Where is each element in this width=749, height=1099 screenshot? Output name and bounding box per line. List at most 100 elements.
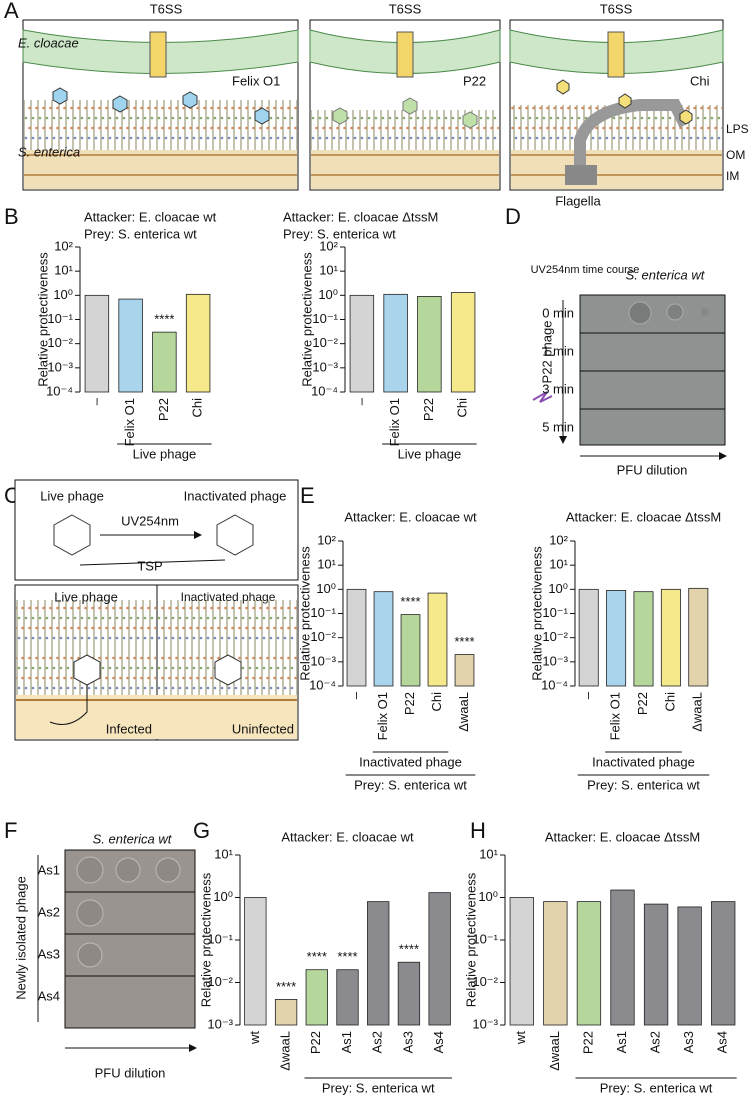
x-tick-label: Chi [429, 692, 444, 712]
y-axis-label: Relative protectiveness [35, 252, 50, 387]
x-tick-label: – [353, 397, 368, 405]
x-tick-label: Felix O1 [608, 692, 623, 740]
x-tick-label: – [580, 691, 595, 699]
y-axis-label: Relative protectiveness [297, 546, 312, 681]
bar [454, 654, 475, 687]
system-label: T6SS [389, 1, 422, 16]
significance: **** [276, 979, 296, 994]
bar [373, 591, 394, 687]
axis-label: PFU dilution [95, 1065, 166, 1080]
x-tick-label: As1 [614, 1031, 629, 1053]
chart-title: Attacker: E. cloacae ΔtssM [545, 829, 700, 844]
y-tick-label: 10² [317, 532, 336, 547]
strain-label: S. enterica wt [626, 267, 706, 282]
bar [543, 901, 568, 1026]
group-label: Live phage [133, 446, 197, 461]
group-label: Inactivated phage [359, 754, 462, 769]
bar [606, 590, 627, 687]
y-tick-label: 10⁰ [548, 581, 568, 596]
c-label: Inactivated phage [184, 488, 287, 503]
panel-label: E [300, 483, 315, 508]
panel-f-plate [37, 849, 197, 1052]
y-axis-label: Relative protectiveness [529, 546, 544, 681]
c-label: Uninfected [232, 721, 294, 736]
x-tick-label: As3 [400, 1031, 415, 1053]
bar [576, 901, 602, 1026]
chart-title: Attacker: E. cloacae wt [281, 829, 414, 844]
x-tick-label: As2 [648, 1031, 663, 1053]
phage-label: As4 [38, 988, 60, 1003]
panel-a-diagram [22, 19, 724, 191]
x-tick-label: – [88, 397, 103, 405]
panel-label: A [4, 0, 19, 23]
significance: **** [307, 949, 327, 964]
footer-label: Prey: S. enterica wt [587, 777, 700, 792]
bar [643, 903, 669, 1026]
x-tick-label: – [348, 691, 363, 699]
y-tick-label: 10⁻⁴ [309, 677, 336, 692]
group-label: Newly isolated phage [13, 876, 28, 1000]
bar [677, 906, 702, 1026]
x-tick-label: P22 [308, 1031, 323, 1054]
chart-title: Attacker: E. cloacae wt [84, 209, 217, 224]
y-tick-label: 10¹ [317, 557, 336, 572]
significance: **** [400, 594, 420, 609]
x-tick-label: P22 [156, 398, 171, 421]
y-tick-label: 10⁰ [213, 889, 233, 904]
significance: **** [399, 942, 419, 957]
time-label: 0 min [542, 305, 574, 320]
x-tick-label: Felix O1 [375, 692, 390, 740]
y-tick-label: 10² [319, 238, 338, 253]
x-tick-label: Felix O1 [387, 398, 402, 446]
x-tick-label: P22 [402, 692, 417, 715]
system-label: T6SS [600, 1, 633, 16]
y-tick-label: 10⁻² [207, 974, 233, 989]
bar [152, 331, 177, 393]
y-tick-label: 10¹ [214, 846, 233, 861]
panel-label: F [4, 818, 17, 843]
significance: **** [154, 312, 174, 327]
x-tick-label: P22 [580, 1031, 595, 1054]
footer-label: Prey: S. enterica wt [600, 1080, 713, 1095]
c-label: Infected [106, 721, 152, 736]
time-label: 3 min [542, 381, 574, 396]
bar [428, 892, 451, 1026]
y-tick-label: 10⁻² [542, 629, 568, 644]
x-tick-label: wt [513, 1031, 528, 1045]
x-tick-label: ΔwaaL [547, 1031, 562, 1071]
axis-label: PFU dilution [617, 462, 688, 477]
c-label: TSP [137, 558, 162, 573]
y-tick-label: 10⁻¹ [47, 311, 73, 326]
prey-label: S. enterica [18, 144, 80, 159]
group-label: Inactivated phage [592, 754, 695, 769]
y-tick-label: 10¹ [319, 263, 338, 278]
phage-label: Chi [690, 73, 710, 88]
bar [660, 588, 681, 687]
x-tick-label: Chi [455, 398, 470, 418]
bar [417, 296, 442, 393]
c-label: Live phage [40, 488, 104, 503]
bar [688, 587, 709, 687]
bar [274, 999, 298, 1026]
bar [383, 293, 408, 393]
y-tick-label: 10⁻⁴ [46, 383, 73, 398]
bar [185, 293, 211, 393]
bar [367, 901, 390, 1026]
x-tick-label: As1 [339, 1031, 354, 1053]
y-tick-label: 10⁻³ [207, 1016, 233, 1031]
bar [578, 588, 599, 687]
phage-label: As2 [38, 904, 60, 919]
panel-label: H [470, 818, 486, 843]
chart-title: Attacker: E. cloacae ΔtssM [283, 209, 438, 224]
y-tick-label: 10⁻⁴ [311, 383, 338, 398]
y-tick-label: 10⁰ [478, 889, 498, 904]
phage-label: As1 [38, 862, 60, 877]
strain-label: S. enterica wt [93, 831, 173, 846]
attacker-label: E. cloacae [18, 35, 79, 50]
time-label: 5 min [542, 419, 574, 434]
bar [397, 961, 421, 1026]
bar [509, 897, 534, 1026]
y-axis-label: Relative protectiveness [198, 872, 213, 1007]
bar [349, 294, 375, 393]
